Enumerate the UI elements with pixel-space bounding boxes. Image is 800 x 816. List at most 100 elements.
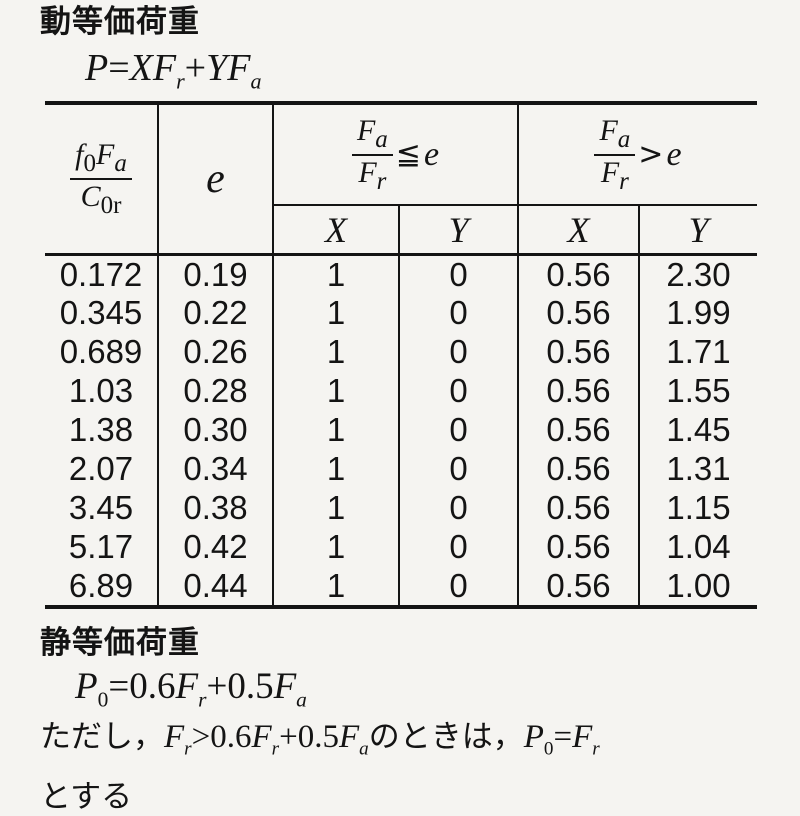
bearing-factor-table: f0Fa C0r e Fa Fr ≦ e xyxy=(45,101,757,609)
table-cell: 0.56 xyxy=(518,371,640,411)
condition-inequality: Fr>0.6Fr+0.5Fa xyxy=(164,719,369,760)
static-load-formula: P0=0.6Fr+0.5Fa xyxy=(75,665,307,711)
table-cell: 0 xyxy=(399,332,519,372)
var-e: e xyxy=(423,136,440,174)
table-cell: 0.56 xyxy=(518,254,640,294)
table-cell: 0.30 xyxy=(158,410,274,450)
term-XF: XF xyxy=(129,46,177,89)
equals-sign: = xyxy=(108,665,130,707)
term-YF: YF xyxy=(206,46,251,89)
table-cell: 1.04 xyxy=(666,528,731,566)
table-cell: 0.56 xyxy=(518,449,640,489)
var-Fa: F xyxy=(273,665,297,707)
subheader-x2: X xyxy=(518,204,640,255)
table-cell: 6.89 xyxy=(45,566,159,607)
table-cell: 0 xyxy=(399,566,519,607)
table-cell: 1 xyxy=(273,527,400,567)
condition-result: P0=Fr xyxy=(523,719,600,760)
var-Fr: F xyxy=(175,665,199,707)
table-cell: 0.56 xyxy=(518,527,640,567)
f0fa-c0r-fraction: f0Fa C0r xyxy=(70,139,132,220)
sub-a: a xyxy=(250,68,262,94)
table-cell: 0.56 xyxy=(518,332,640,372)
dynamic-load-formula: P=XFr+YFa xyxy=(85,46,800,94)
table-cell: 0 xyxy=(399,527,519,567)
plus-sign: + xyxy=(206,665,228,707)
subheader-y1: Y xyxy=(399,204,519,255)
table-row: 0.689 0.26 1 0 0.56 1.71 xyxy=(45,332,757,372)
greater-than-sign: > xyxy=(191,719,211,756)
fa-fr-fraction: Fa Fr xyxy=(351,114,393,196)
table-cell: 0 xyxy=(399,410,519,450)
equals-sign: = xyxy=(108,46,130,89)
table-cell: 0 xyxy=(399,371,519,411)
table-cell: 1.00 xyxy=(666,566,731,604)
var-P0: P xyxy=(75,665,98,707)
condition-middle-text: のときは， xyxy=(368,719,524,755)
condition-statement: ただし，Fr>0.6Fr+0.5Faのときは，P0=Fr xyxy=(40,717,800,760)
fa-fr-fraction: Fa Fr xyxy=(594,114,636,196)
closing-text: とする xyxy=(40,778,133,814)
table-cell: 0.56 xyxy=(518,488,640,528)
header-f0fa-c0r: f0Fa C0r xyxy=(45,103,159,255)
table-cell: 0.56 xyxy=(518,293,640,333)
table-cell: 0 xyxy=(399,293,519,333)
table-cell: 1 xyxy=(273,410,400,450)
table-row: 1.38 0.30 1 0 0.56 1.45 xyxy=(45,410,757,450)
table-cell: 1 xyxy=(273,293,400,333)
table-cell: 1.55 xyxy=(666,372,731,410)
table-cell: 1 xyxy=(273,332,400,372)
table-cell: 0 xyxy=(399,254,519,294)
table-cell: 1 xyxy=(273,566,400,607)
table-cell: 1.31 xyxy=(666,450,731,488)
subheader-x1: X xyxy=(273,204,400,255)
table-cell: 1 xyxy=(273,371,400,411)
table-row: 5.17 0.42 1 0 0.56 1.04 xyxy=(45,527,757,567)
table-cell: 0.44 xyxy=(158,566,274,607)
header-e: e xyxy=(158,103,274,255)
table-cell: 0.22 xyxy=(158,293,274,333)
table-cell: 0 xyxy=(399,488,519,528)
table-cell: 0.345 xyxy=(45,293,159,333)
coefficient: 0.6 xyxy=(129,665,176,707)
table-cell: 0.34 xyxy=(158,449,274,489)
table-cell: 1 xyxy=(273,488,400,528)
equals-sign: = xyxy=(553,719,573,756)
table-cell: 1.38 xyxy=(45,410,159,450)
table-cell: 1.99 xyxy=(666,294,731,332)
greater-than-sign: > xyxy=(638,137,664,173)
table-cell: 0.56 xyxy=(518,410,640,450)
table-cell: 0.26 xyxy=(158,332,274,372)
table-cell: 2.30 xyxy=(666,255,731,293)
table-cell: 3.45 xyxy=(45,488,159,528)
table-cell: 0.42 xyxy=(158,527,274,567)
table-cell: 0.56 xyxy=(518,566,640,607)
table-cell: 0.689 xyxy=(45,332,159,372)
table-cell: 0 xyxy=(399,449,519,489)
table-cell: 2.07 xyxy=(45,449,159,489)
var-e: e xyxy=(666,136,682,174)
static-load-title: 静等価荷重 xyxy=(40,624,200,660)
subheader-y2: Y xyxy=(639,204,757,255)
dynamic-load-title: 動等価荷重 xyxy=(40,4,200,39)
table-cell: 1.15 xyxy=(666,489,731,527)
table-cell: 1.71 xyxy=(666,333,731,371)
table-row: 0.345 0.22 1 0 0.56 1.99 xyxy=(45,293,757,333)
table-cell: 0.38 xyxy=(158,488,274,528)
condition-lead-text: ただし， xyxy=(40,719,164,755)
coefficient: 0.5 xyxy=(227,665,274,707)
sub-r: r xyxy=(176,68,185,94)
header-group-fa-fr-gt-e: Fa Fr > e xyxy=(518,103,757,205)
table-row: 6.89 0.44 1 0 0.56 1.00 xyxy=(45,566,757,607)
table-cell: 5.17 xyxy=(45,527,159,567)
table-cell: 0.172 xyxy=(45,254,159,294)
table-cell: 1.45 xyxy=(666,411,731,449)
table-cell: 1 xyxy=(273,254,400,294)
table-row: 0.172 0.19 1 0 0.56 2.30 xyxy=(45,254,757,294)
plus-sign: + xyxy=(279,719,298,756)
var-P: P xyxy=(85,46,109,89)
table-cell: 1 xyxy=(273,449,400,489)
less-equal-sign: ≦ xyxy=(395,137,421,173)
table-cell: 0.28 xyxy=(158,371,274,411)
